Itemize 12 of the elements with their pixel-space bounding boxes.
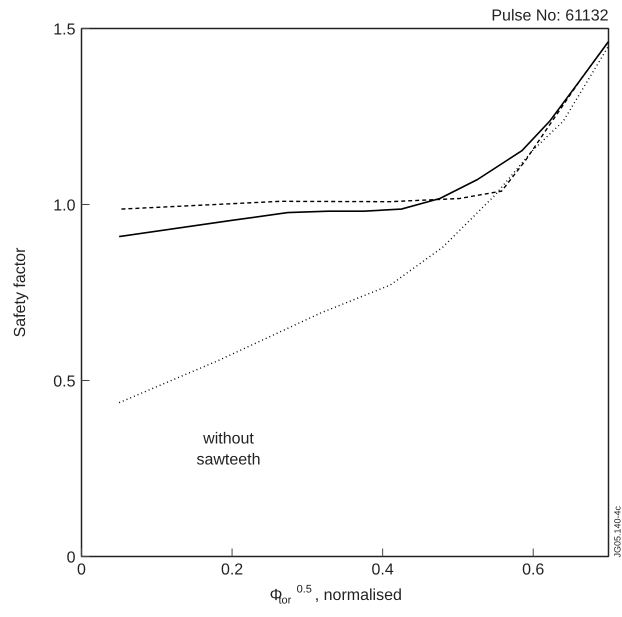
x-tick-label: 0.4 xyxy=(372,562,394,578)
text: JG05.140-4c xyxy=(612,505,622,558)
x-tick-label: 0.2 xyxy=(220,562,244,578)
y-tick-label: 0.5 xyxy=(53,374,76,390)
chart-title: Pulse No: 61132 xyxy=(491,8,609,24)
y-axis-title: Safety factor xyxy=(12,246,29,338)
y-tick-label: 1.5 xyxy=(53,22,76,38)
annotation: without sawteeth xyxy=(196,430,261,469)
y-tick-label: 1.0 xyxy=(53,198,76,214)
x-tick-label: 0 xyxy=(77,562,86,578)
y-tick-label: 0 xyxy=(66,550,76,566)
x-tick-label: 0.6 xyxy=(522,562,544,578)
